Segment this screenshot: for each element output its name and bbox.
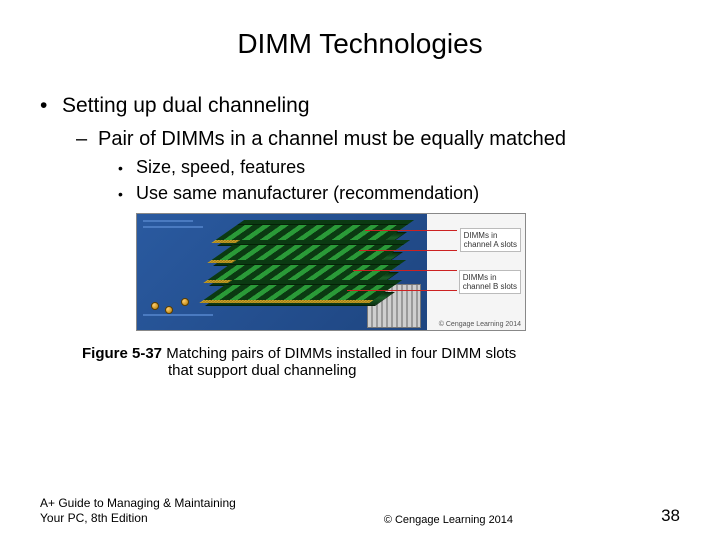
footer-book-line1: A+ Guide to Managing & Maintaining: [40, 496, 236, 511]
footer-book-title: A+ Guide to Managing & Maintaining Your …: [40, 496, 236, 526]
figure-copyright: © Cengage Learning 2014: [439, 321, 521, 328]
pcb-trace: [143, 220, 193, 222]
figure-caption: Figure 5-37 Matching pairs of DIMMs inst…: [82, 345, 680, 379]
capacitor-illustration: [165, 306, 173, 314]
figure-image: DIMMs in channel A slots DIMMs in channe…: [136, 213, 526, 331]
slide-footer: A+ Guide to Managing & Maintaining Your …: [40, 496, 680, 526]
bullet-level-3: • Size, speed, features: [118, 157, 680, 179]
bullet-dot-icon: •: [118, 183, 136, 205]
footer-book-line2: Your PC, 8th Edition: [40, 511, 236, 526]
callout-line: [365, 230, 457, 231]
dimm-module: [208, 264, 401, 280]
slide-title: DIMM Technologies: [40, 28, 680, 60]
bullet-l1-text: Setting up dual channeling: [62, 94, 310, 118]
bullet-l2-text: Pair of DIMMs in a channel must be equal…: [98, 128, 566, 151]
callout-line: [347, 290, 457, 291]
caption-text-1: Matching pairs of DIMMs installed in fou…: [162, 345, 516, 362]
callout-label-b: DIMMs in channel B slots: [459, 270, 521, 294]
capacitor-illustration: [151, 302, 159, 310]
footer-copyright: © Cengage Learning 2014: [236, 502, 661, 526]
bullet-level-3: • Use same manufacturer (recommendation): [118, 183, 680, 205]
dimm-module: [216, 224, 409, 240]
motherboard-illustration: [137, 214, 427, 331]
bullet-level-2: – Pair of DIMMs in a channel must be equ…: [76, 128, 680, 151]
bullet-dash-icon: –: [76, 128, 98, 151]
figure-container: DIMMs in channel A slots DIMMs in channe…: [136, 213, 680, 331]
bullet-level-1: • Setting up dual channeling: [40, 94, 680, 118]
bullet-l3a-text: Size, speed, features: [136, 157, 305, 179]
figure-number: Figure 5-37: [82, 345, 162, 362]
pcb-trace: [143, 226, 203, 228]
bullet-l3b-text: Use same manufacturer (recommendation): [136, 183, 479, 205]
dimm-module: [204, 284, 397, 300]
dimm-module: [212, 244, 405, 260]
caption-line-1: Figure 5-37 Matching pairs of DIMMs inst…: [82, 345, 680, 362]
callout-line: [359, 250, 457, 251]
bullet-dot-icon: •: [40, 94, 62, 118]
page-number: 38: [661, 506, 680, 526]
pcb-trace: [143, 314, 213, 316]
callout-label-a: DIMMs in channel A slots: [460, 228, 521, 252]
caption-line-2: that support dual channeling: [168, 362, 680, 379]
callout-line: [353, 270, 457, 271]
capacitor-illustration: [181, 298, 189, 306]
slide: DIMM Technologies • Setting up dual chan…: [0, 0, 720, 540]
bullet-dot-icon: •: [118, 157, 136, 179]
